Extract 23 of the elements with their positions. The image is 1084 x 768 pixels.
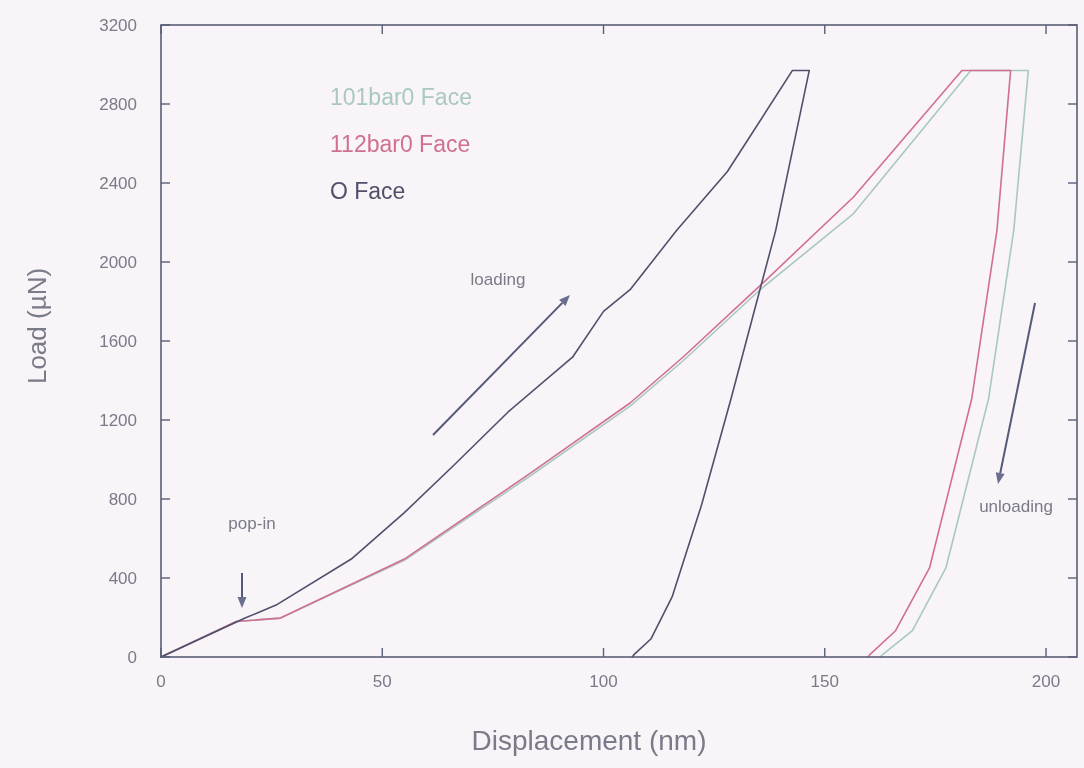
- y-axis-title: Load (µN): [22, 267, 52, 385]
- annotation: pop-in: [228, 514, 276, 533]
- y-tick-label: 1200: [99, 410, 137, 430]
- y-tick-label: 2400: [99, 173, 137, 193]
- x-tick-label: 50: [372, 672, 392, 691]
- x-tick-label: 200: [1031, 672, 1061, 691]
- x-axis-title: Displacement (nm): [471, 725, 707, 756]
- y-tick-label: 400: [108, 568, 137, 588]
- y-tick-label: 2800: [99, 94, 137, 114]
- annotation: unloading: [979, 497, 1053, 516]
- x-tick-label: 100: [589, 672, 618, 691]
- text: O Face: [330, 178, 406, 204]
- y-tick-label: 3200: [99, 15, 137, 35]
- text: 101bar0 Face: [330, 84, 472, 110]
- x-tick-label: 150: [810, 672, 839, 691]
- y-tick-label: 2000: [99, 252, 137, 272]
- y-tick-label: 800: [108, 489, 137, 509]
- line-series: [160, 69, 811, 658]
- y-tick-label: 0: [127, 647, 137, 667]
- annotation: loading: [470, 270, 526, 289]
- y-tick-label: 1600: [99, 331, 137, 351]
- text: 112bar0 Face: [330, 131, 471, 157]
- x-tick-label: 0: [156, 672, 166, 691]
